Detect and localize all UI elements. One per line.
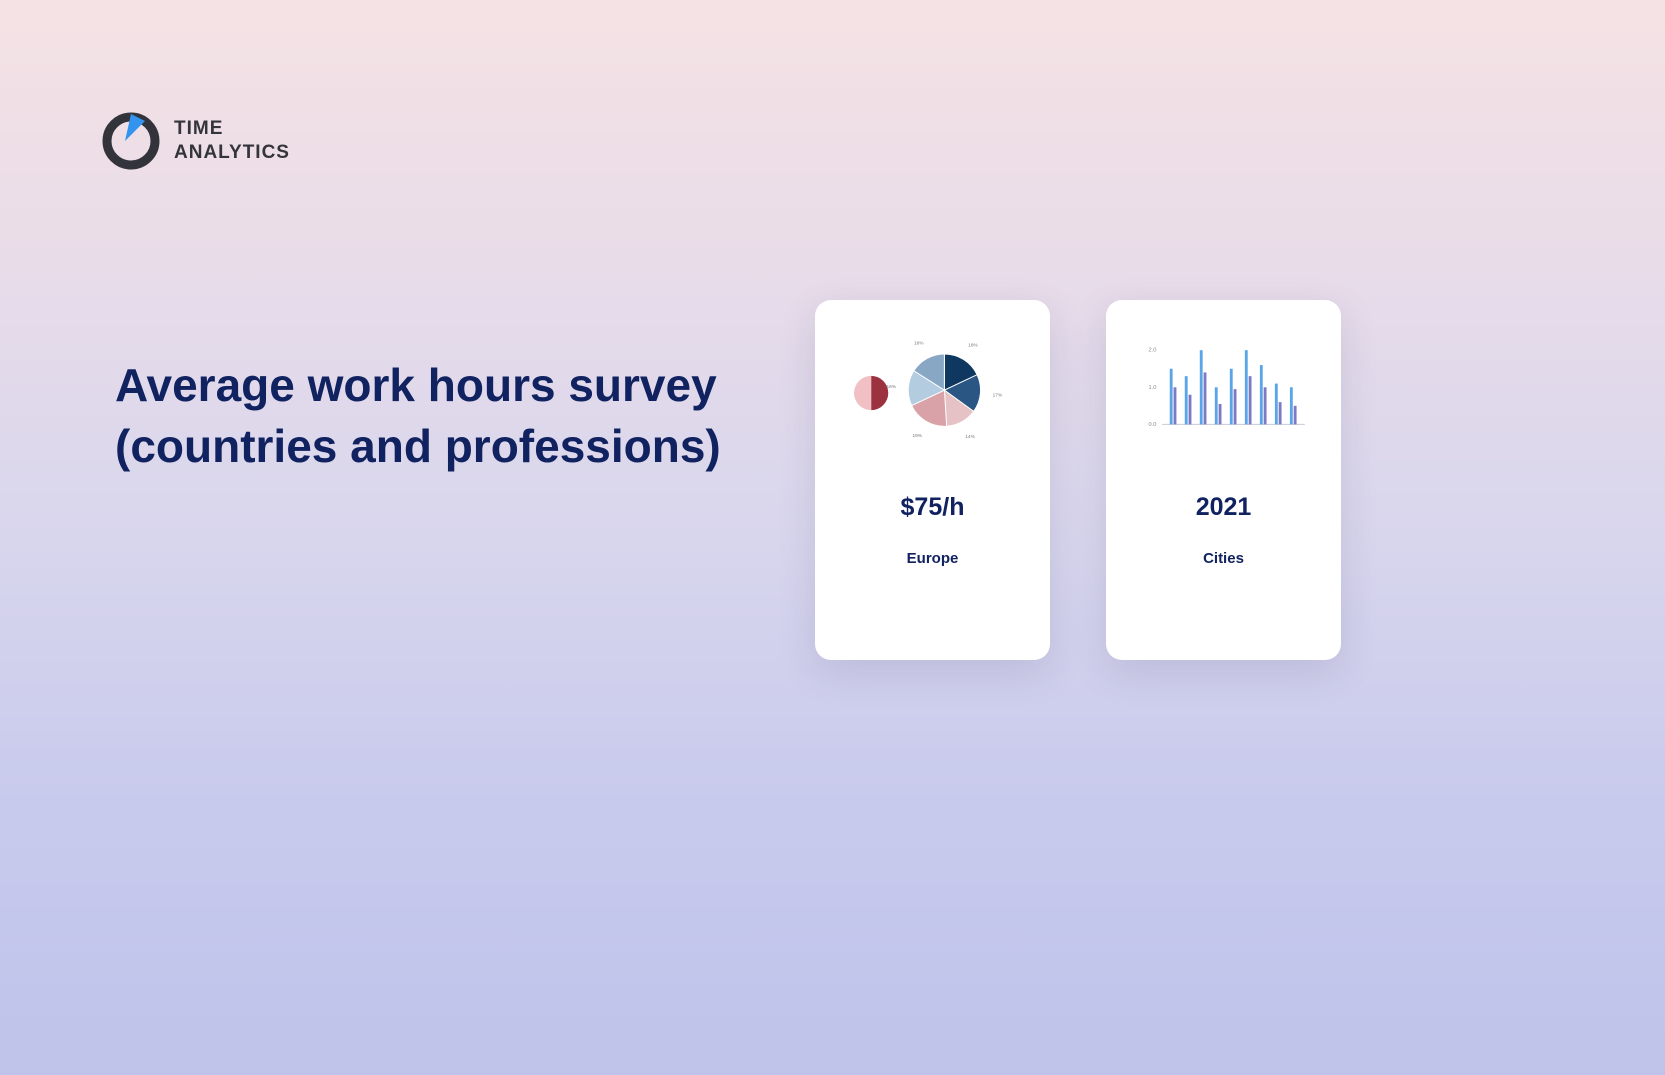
page-title: Average work hours survey (countries and… bbox=[115, 355, 735, 476]
pie-chart: 18% 17% 14% 19% 16% 16% bbox=[835, 328, 1030, 458]
brand-line2: ANALYTICS bbox=[174, 142, 290, 164]
card-value: 2021 bbox=[1196, 493, 1252, 522]
brand-text: TIME ANALYTICS bbox=[174, 118, 290, 164]
card-label: Europe bbox=[907, 550, 959, 567]
card-europe: 18% 17% 14% 19% 16% 16% $75/h Europe bbox=[815, 300, 1050, 660]
svg-text:16%: 16% bbox=[886, 384, 896, 390]
brand-logo: TIME ANALYTICS bbox=[100, 110, 290, 172]
brand-line1: TIME bbox=[174, 118, 290, 140]
svg-text:18%: 18% bbox=[968, 342, 978, 348]
svg-text:0.0: 0.0 bbox=[1149, 422, 1157, 428]
stats-cards: 18% 17% 14% 19% 16% 16% $75/h Europe 0.0 1.0 2.… bbox=[815, 300, 1341, 660]
card-cities: 0.0 1.0 2.0 2021 Cities bbox=[1106, 300, 1341, 660]
svg-text:1.0: 1.0 bbox=[1149, 385, 1157, 391]
card-label: Cities bbox=[1203, 550, 1244, 567]
card-value: $75/h bbox=[901, 493, 965, 522]
svg-text:19%: 19% bbox=[913, 433, 923, 439]
svg-text:16%: 16% bbox=[914, 341, 924, 347]
svg-text:17%: 17% bbox=[993, 392, 1003, 398]
logo-ring-icon bbox=[100, 110, 162, 172]
bar-chart: 0.0 1.0 2.0 bbox=[1126, 328, 1321, 458]
svg-text:2.0: 2.0 bbox=[1149, 348, 1157, 354]
svg-text:14%: 14% bbox=[965, 434, 975, 440]
